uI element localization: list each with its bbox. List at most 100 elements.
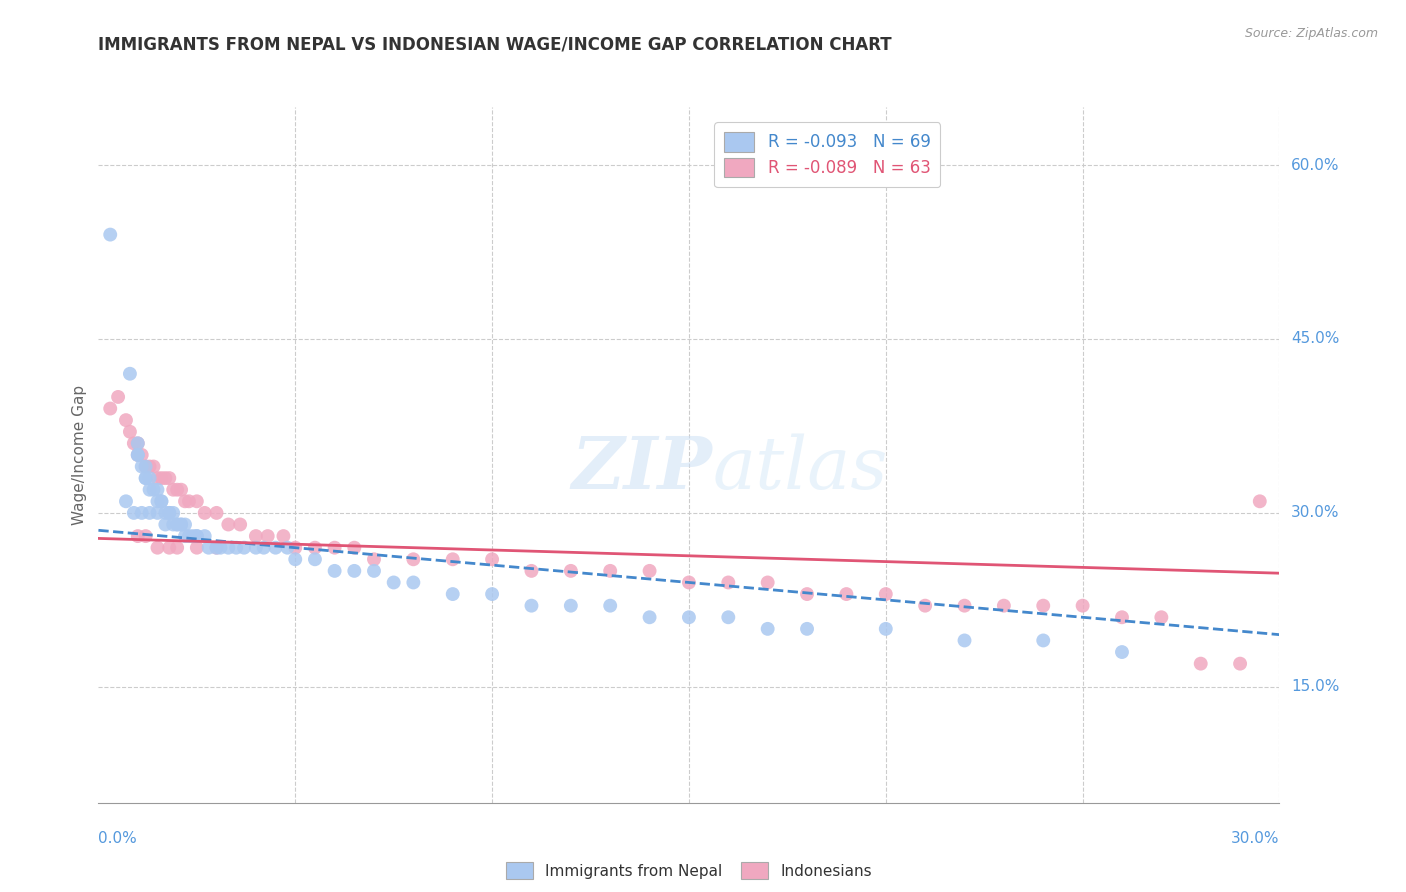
Point: [273, 529, 295, 543]
Point: [157, 506, 180, 520]
Text: 60.0%: 60.0%: [1291, 158, 1340, 172]
Point: [107, 390, 129, 404]
Point: [170, 517, 193, 532]
Text: 30.0%: 30.0%: [1291, 506, 1340, 520]
Point: [118, 425, 141, 439]
Point: [142, 483, 165, 497]
Point: [441, 587, 464, 601]
Y-axis label: Wage/Income Gap: Wage/Income Gap: [72, 384, 87, 525]
Point: [177, 494, 200, 508]
Point: [914, 599, 936, 613]
Point: [1249, 494, 1271, 508]
Point: [323, 564, 346, 578]
Point: [233, 541, 256, 555]
Point: [276, 541, 298, 555]
Point: [756, 622, 779, 636]
Text: 30.0%: 30.0%: [1232, 830, 1279, 846]
Point: [1111, 645, 1133, 659]
Point: [127, 448, 149, 462]
Point: [1032, 633, 1054, 648]
Point: [756, 575, 779, 590]
Point: [135, 529, 157, 543]
Point: [157, 506, 180, 520]
Point: [98, 227, 121, 242]
Point: [115, 494, 138, 508]
Point: [118, 367, 141, 381]
Point: [993, 599, 1015, 613]
Point: [146, 471, 169, 485]
Point: [127, 448, 149, 462]
Point: [135, 459, 157, 474]
Point: [953, 599, 976, 613]
Point: [402, 575, 425, 590]
Point: [131, 459, 153, 474]
Point: [174, 517, 197, 532]
Point: [520, 564, 543, 578]
Point: [209, 541, 232, 555]
Point: [264, 541, 287, 555]
Point: [638, 564, 661, 578]
Point: [162, 506, 184, 520]
Point: [194, 506, 217, 520]
Point: [343, 564, 366, 578]
Point: [717, 575, 740, 590]
Point: [599, 564, 621, 578]
Point: [181, 529, 204, 543]
Point: [166, 517, 188, 532]
Point: [135, 471, 157, 485]
Point: [138, 506, 160, 520]
Point: [441, 552, 464, 566]
Point: [127, 529, 149, 543]
Point: [284, 552, 307, 566]
Point: [186, 529, 208, 543]
Point: [166, 483, 188, 497]
Point: [177, 529, 200, 543]
Point: [284, 541, 307, 555]
Point: [205, 541, 228, 555]
Point: [638, 610, 661, 624]
Point: [155, 471, 177, 485]
Text: ZIP: ZIP: [572, 434, 713, 504]
Point: [138, 483, 160, 497]
Point: [363, 564, 385, 578]
Point: [205, 506, 228, 520]
Point: [1111, 610, 1133, 624]
Point: [155, 517, 177, 532]
Legend: Immigrants from Nepal, Indonesians: Immigrants from Nepal, Indonesians: [499, 855, 879, 886]
Point: [122, 506, 145, 520]
Point: [256, 529, 278, 543]
Point: [796, 587, 818, 601]
Point: [150, 494, 173, 508]
Point: [162, 483, 184, 497]
Point: [155, 506, 177, 520]
Point: [875, 587, 897, 601]
Point: [875, 622, 897, 636]
Point: [382, 575, 405, 590]
Point: [304, 552, 326, 566]
Point: [253, 541, 276, 555]
Text: 45.0%: 45.0%: [1291, 332, 1340, 346]
Point: [520, 599, 543, 613]
Point: [560, 599, 582, 613]
Point: [560, 564, 582, 578]
Point: [481, 587, 503, 601]
Point: [138, 471, 160, 485]
Point: [115, 413, 138, 427]
Point: [157, 541, 180, 555]
Point: [127, 436, 149, 450]
Point: [953, 633, 976, 648]
Point: [717, 610, 740, 624]
Point: [323, 541, 346, 555]
Point: [217, 541, 239, 555]
Point: [146, 483, 169, 497]
Point: [217, 517, 239, 532]
Point: [363, 552, 385, 566]
Point: [835, 587, 858, 601]
Point: [146, 541, 169, 555]
Point: [229, 517, 252, 532]
Point: [186, 494, 208, 508]
Text: 0.0%: 0.0%: [98, 830, 138, 846]
Point: [197, 541, 219, 555]
Point: [1150, 610, 1173, 624]
Point: [138, 459, 160, 474]
